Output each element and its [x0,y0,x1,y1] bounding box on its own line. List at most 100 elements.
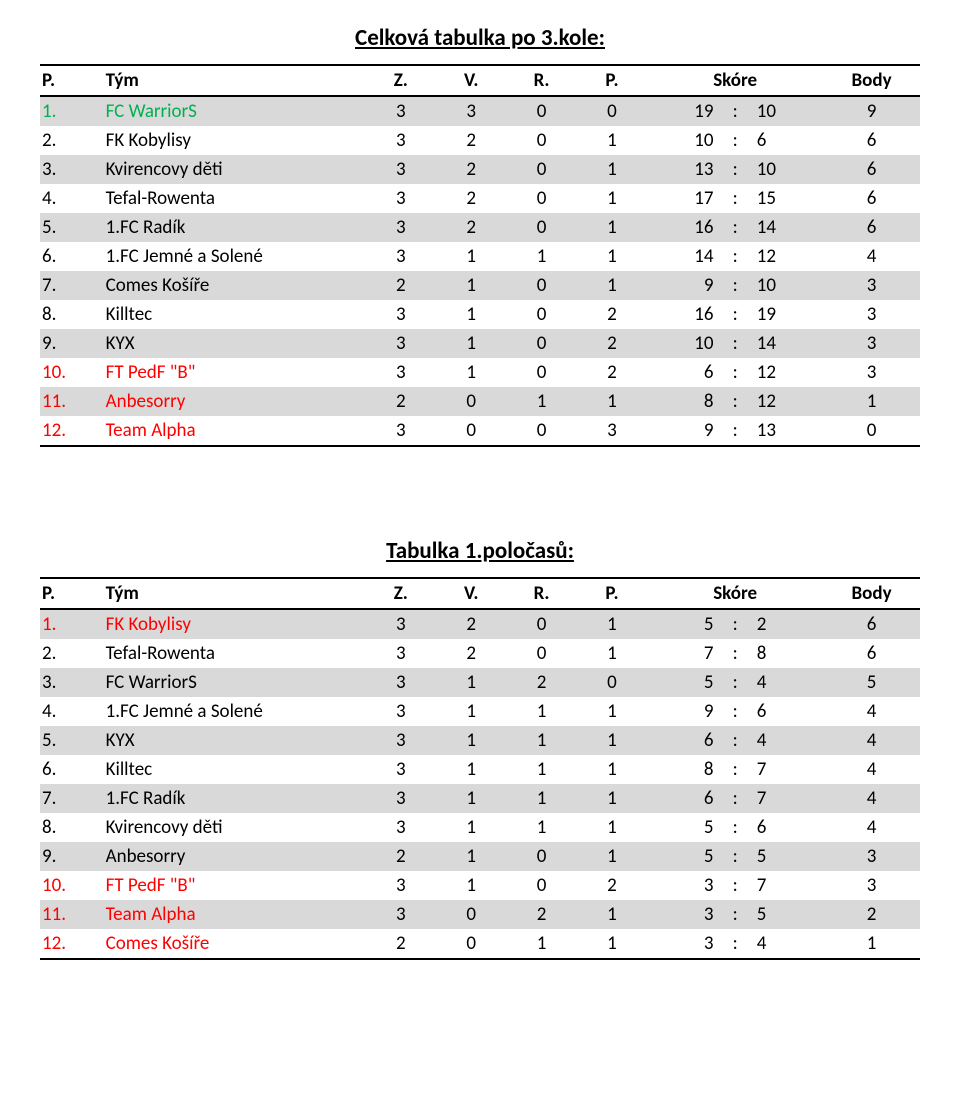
cell-team: FK Kobylisy [102,609,366,639]
cell-p: 1 [577,639,647,668]
cell-p: 2 [577,329,647,358]
cell-v: 1 [436,668,506,697]
cell-z: 3 [366,155,436,184]
hdr-z: Z. [366,578,436,609]
hdr-p: P. [577,65,647,96]
cell-r: 0 [506,871,576,900]
cell-sf: 5 [647,842,717,871]
hdr-r: R. [506,65,576,96]
cell-sa: 19 [753,300,823,329]
cell-colon: : [718,668,753,697]
table-row: 10.FT PedF "B"31023:73 [40,871,920,900]
table-row: 4.1.FC Jemné a Solené31119:64 [40,697,920,726]
hdr-r: R. [506,578,576,609]
cell-sf: 6 [647,358,717,387]
cell-p: 1 [577,784,647,813]
cell-p: 1 [577,155,647,184]
cell-sf: 8 [647,387,717,416]
cell-rank: 9. [40,329,102,358]
cell-colon: : [718,242,753,271]
cell-v: 2 [436,213,506,242]
cell-r: 0 [506,184,576,213]
cell-team: FC WarriorS [102,96,366,126]
cell-rank: 3. [40,155,102,184]
cell-sf: 9 [647,697,717,726]
cell-rank: 7. [40,784,102,813]
cell-v: 1 [436,242,506,271]
cell-v: 1 [436,358,506,387]
cell-sf: 19 [647,96,717,126]
table-row: 4.Tefal-Rowenta320117:156 [40,184,920,213]
cell-p: 2 [577,358,647,387]
cell-sa: 6 [753,813,823,842]
cell-pts: 4 [823,697,920,726]
cell-pts: 6 [823,155,920,184]
cell-sf: 16 [647,213,717,242]
cell-team: 1.FC Radík [102,213,366,242]
cell-z: 3 [366,96,436,126]
cell-pts: 4 [823,242,920,271]
table-row: 7.1.FC Radík31116:74 [40,784,920,813]
cell-z: 3 [366,755,436,784]
cell-z: 3 [366,726,436,755]
cell-sa: 4 [753,929,823,959]
cell-pts: 6 [823,184,920,213]
cell-sa: 8 [753,639,823,668]
cell-pts: 1 [823,929,920,959]
cell-rank: 4. [40,697,102,726]
table-row: 6.Killtec31118:74 [40,755,920,784]
cell-rank: 5. [40,213,102,242]
cell-pts: 1 [823,387,920,416]
cell-sa: 6 [753,697,823,726]
cell-rank: 4. [40,184,102,213]
table-row: 9.KYX310210:143 [40,329,920,358]
cell-sf: 5 [647,668,717,697]
table-header-row: P. Tým Z. V. R. P. Skóre Body [40,65,920,96]
cell-team: FC WarriorS [102,668,366,697]
hdr-p: P. [577,578,647,609]
hdr-team: Tým [102,65,366,96]
cell-rank: 2. [40,126,102,155]
cell-p: 1 [577,697,647,726]
cell-colon: : [718,96,753,126]
table-row: 2.FK Kobylisy320110:66 [40,126,920,155]
standings-table-2: P. Tým Z. V. R. P. Skóre Body 1.FK Kobyl… [40,577,920,960]
cell-pts: 4 [823,755,920,784]
cell-sa: 10 [753,155,823,184]
cell-r: 0 [506,329,576,358]
table-row: 3.FC WarriorS31205:45 [40,668,920,697]
cell-z: 3 [366,668,436,697]
cell-team: Anbesorry [102,387,366,416]
cell-v: 1 [436,784,506,813]
standings-table-1: P. Tým Z. V. R. P. Skóre Body 1.FC Warri… [40,64,920,447]
cell-z: 3 [366,871,436,900]
cell-p: 1 [577,813,647,842]
cell-colon: : [718,271,753,300]
cell-colon: : [718,416,753,446]
cell-colon: : [718,842,753,871]
cell-r: 1 [506,755,576,784]
cell-p: 2 [577,300,647,329]
cell-v: 3 [436,96,506,126]
cell-pts: 9 [823,96,920,126]
cell-colon: : [718,387,753,416]
cell-p: 1 [577,184,647,213]
table-row: 2.Tefal-Rowenta32017:86 [40,639,920,668]
cell-v: 1 [436,726,506,755]
cell-r: 0 [506,842,576,871]
cell-team: FT PedF "B" [102,358,366,387]
cell-v: 1 [436,755,506,784]
cell-colon: : [718,900,753,929]
cell-pts: 5 [823,668,920,697]
table-row: 10.FT PedF "B"31026:123 [40,358,920,387]
cell-sa: 7 [753,755,823,784]
hdr-rank: P. [40,65,102,96]
cell-p: 1 [577,213,647,242]
cell-sf: 8 [647,755,717,784]
hdr-body: Body [823,65,920,96]
cell-colon: : [718,639,753,668]
cell-sf: 5 [647,609,717,639]
cell-sf: 13 [647,155,717,184]
table-row: 12.Comes Košíře20113:41 [40,929,920,959]
cell-z: 3 [366,639,436,668]
